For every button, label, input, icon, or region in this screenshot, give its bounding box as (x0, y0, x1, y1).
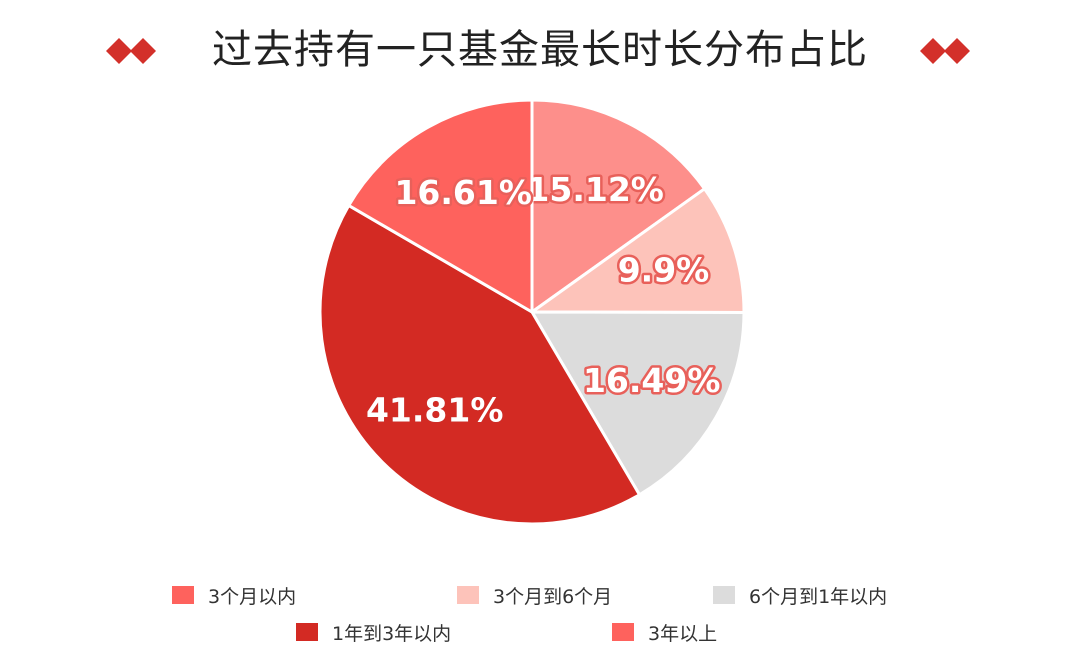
slice-value-label: 16.49% (583, 361, 720, 400)
legend-label: 3个月到6个月 (493, 585, 613, 608)
legend-label: 6个月到1年以内 (749, 585, 888, 608)
legend-label: 3个月以内 (208, 585, 297, 608)
pie-slice (530, 98, 707, 315)
diamond-decoration-left-icon (106, 38, 156, 64)
slice-value-label: 16.61% (394, 173, 531, 212)
legend-swatch (296, 623, 318, 641)
pie-slice (318, 203, 642, 526)
legend-item: 3个月以内 (172, 581, 296, 609)
legend-swatch (713, 586, 735, 604)
pie-slice (346, 98, 534, 315)
legend-item: 3个月到6个月 (457, 581, 612, 609)
slice-value-label: 41.81% (366, 390, 503, 429)
legend-swatch (457, 586, 479, 604)
legend-label: 3年以上 (648, 622, 718, 645)
diamond-decoration-right-icon (920, 38, 970, 64)
slice-value-label: 15.12% (526, 170, 663, 209)
pie-slice (529, 310, 746, 497)
chart-title: 过去持有一只基金最长时长分布占比 (212, 27, 868, 73)
pie-slice (527, 186, 746, 315)
slice-value-label: 9.9% (618, 251, 710, 290)
legend-swatch (612, 623, 634, 641)
legend-swatch (172, 586, 194, 604)
legend-label: 1年到3年以内 (332, 622, 452, 645)
legend-item: 6个月到1年以内 (713, 581, 887, 609)
legend-item: 1年到3年以内 (296, 618, 451, 646)
legend-item: 3年以上 (612, 618, 717, 646)
